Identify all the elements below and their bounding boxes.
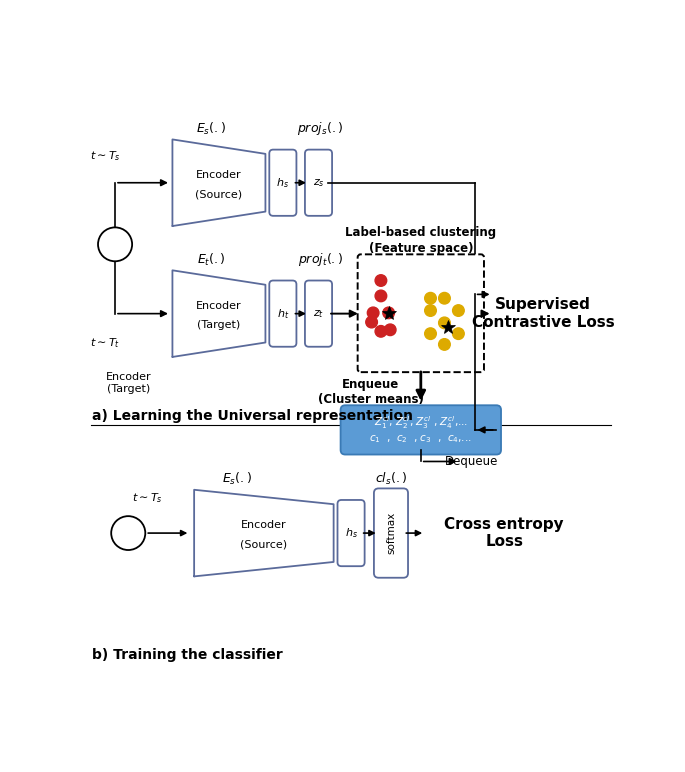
- Text: $h_s$: $h_s$: [345, 527, 358, 540]
- FancyBboxPatch shape: [338, 500, 364, 566]
- Circle shape: [453, 305, 464, 317]
- Circle shape: [438, 293, 450, 304]
- Text: Supervised
Contrastive Loss: Supervised Contrastive Loss: [471, 297, 614, 330]
- Circle shape: [375, 326, 387, 337]
- Text: $E_s(.)$: $E_s(.)$: [222, 471, 251, 487]
- FancyBboxPatch shape: [374, 489, 408, 577]
- FancyBboxPatch shape: [358, 254, 484, 372]
- Polygon shape: [173, 270, 265, 357]
- Circle shape: [438, 317, 450, 329]
- Text: $z_t$: $z_t$: [313, 308, 324, 320]
- Text: Dequeue: Dequeue: [445, 455, 498, 468]
- Circle shape: [367, 307, 379, 319]
- Text: Cross entropy
Loss: Cross entropy Loss: [445, 517, 564, 550]
- FancyBboxPatch shape: [269, 280, 297, 347]
- Text: Enqueue: Enqueue: [342, 378, 399, 391]
- Text: $c_1$  ,  $c_2$  , $c_3$  ,  $c_4$,...: $c_1$ , $c_2$ , $c_3$ , $c_4$,...: [369, 433, 472, 445]
- Text: Label-based clustering: Label-based clustering: [345, 226, 497, 239]
- Circle shape: [438, 339, 450, 350]
- Text: (Source): (Source): [195, 189, 242, 199]
- Circle shape: [425, 293, 436, 304]
- Text: $h_t$: $h_t$: [277, 306, 289, 320]
- Text: b) Training the classifier: b) Training the classifier: [92, 648, 283, 662]
- FancyBboxPatch shape: [269, 150, 297, 216]
- Circle shape: [375, 290, 387, 302]
- Circle shape: [425, 305, 436, 317]
- Text: $Z_1^{cl}$, $Z_2^{cl}$, $Z_3^{cl}$ , $Z_4^{cl}$,...: $Z_1^{cl}$, $Z_2^{cl}$, $Z_3^{cl}$ , $Z_…: [374, 414, 468, 431]
- Circle shape: [366, 317, 377, 328]
- Text: (Cluster means): (Cluster means): [318, 394, 423, 406]
- Text: $z_s$: $z_s$: [312, 177, 325, 188]
- Circle shape: [375, 275, 387, 286]
- Text: $t \sim T_s$: $t \sim T_s$: [90, 149, 120, 163]
- Text: $proj_s(.)$: $proj_s(.)$: [297, 120, 344, 137]
- FancyBboxPatch shape: [340, 405, 501, 455]
- Text: $E_t(.)$: $E_t(.)$: [197, 252, 225, 268]
- Text: (Target): (Target): [197, 320, 240, 330]
- Text: X: X: [110, 238, 120, 251]
- Circle shape: [383, 307, 395, 319]
- Text: (Feature space): (Feature space): [369, 242, 473, 255]
- Circle shape: [453, 328, 464, 340]
- Text: X: X: [123, 527, 133, 540]
- Text: Encoder: Encoder: [241, 520, 287, 530]
- Text: Encoder: Encoder: [196, 301, 242, 311]
- FancyBboxPatch shape: [305, 150, 332, 216]
- Text: $h_s$: $h_s$: [277, 176, 289, 190]
- Text: $t \sim T_s$: $t \sim T_s$: [132, 492, 163, 506]
- FancyBboxPatch shape: [305, 280, 332, 347]
- Circle shape: [425, 328, 436, 340]
- Text: a) Learning the Universal representation: a) Learning the Universal representation: [92, 409, 413, 423]
- Polygon shape: [173, 140, 265, 226]
- Text: $t \sim T_t$: $t \sim T_t$: [90, 336, 120, 350]
- Text: Encoder: Encoder: [196, 170, 242, 180]
- Circle shape: [384, 324, 396, 336]
- Text: $proj_t(.)$: $proj_t(.)$: [298, 251, 343, 268]
- Text: $cl_s(.)$: $cl_s(.)$: [375, 471, 407, 487]
- Text: $E_s(.)$: $E_s(.)$: [196, 120, 226, 137]
- Text: (Source): (Source): [240, 540, 288, 550]
- Text: Encoder
(Target): Encoder (Target): [105, 372, 151, 394]
- Text: Buffer: Buffer: [400, 408, 442, 420]
- Circle shape: [111, 516, 145, 550]
- Circle shape: [98, 228, 132, 261]
- Polygon shape: [194, 489, 334, 577]
- Text: softmax: softmax: [386, 512, 396, 554]
